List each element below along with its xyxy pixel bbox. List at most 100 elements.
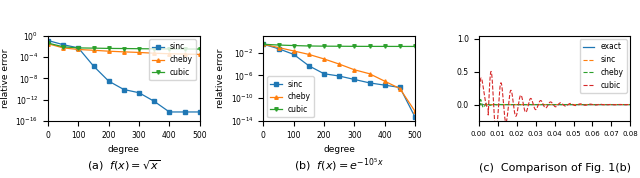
sinc: [60, 44, 67, 46]
cubic: [135, 48, 143, 50]
Legend: sinc, cheby, cubic: sinc, cheby, cubic: [267, 77, 314, 117]
cubic: [44, 42, 52, 44]
cheby: [275, 46, 282, 49]
cubic: [275, 44, 282, 46]
Legend: sinc, cheby, cubic: sinc, cheby, cubic: [149, 39, 196, 80]
sinc: [166, 111, 173, 113]
Line: cheby: cheby: [262, 43, 417, 113]
cubic: [545, 103, 552, 105]
sinc: [180, 111, 188, 113]
cheby: [44, 43, 52, 45]
cubic: [335, 45, 343, 47]
cheby: [105, 50, 113, 52]
sinc: [483, 104, 490, 106]
exact: [548, 104, 556, 106]
cheby: [396, 88, 404, 90]
cubic: [60, 46, 67, 48]
Text: (c)  Comparison of Fig. 1(b): (c) Comparison of Fig. 1(b): [479, 163, 630, 173]
Line: cheby: cheby: [479, 39, 630, 108]
sinc: [335, 75, 343, 77]
cubic: [120, 48, 127, 50]
cheby: [166, 53, 173, 55]
cheby: [196, 53, 204, 56]
Line: cheby: cheby: [46, 42, 202, 56]
sinc: [381, 84, 388, 86]
cheby: [548, 104, 556, 106]
cheby: [627, 104, 634, 106]
exact: [627, 104, 634, 106]
sinc: [475, 38, 483, 40]
Line: sinc: sinc: [262, 43, 417, 119]
sinc: [320, 73, 328, 75]
cheby: [479, 106, 487, 109]
sinc: [548, 104, 556, 106]
cheby: [90, 49, 97, 51]
cheby: [305, 53, 313, 56]
cubic: [396, 45, 404, 48]
sinc: [275, 48, 282, 50]
cubic: [196, 48, 204, 50]
cheby: [622, 104, 630, 106]
Y-axis label: relative error: relative error: [216, 49, 225, 108]
cubic: [351, 45, 358, 47]
cubic: [105, 47, 113, 49]
cubic: [475, 38, 483, 40]
exact: [595, 104, 602, 106]
Text: (b)  $f(x) = e^{-10^5 x}$: (b) $f(x) = e^{-10^5 x}$: [294, 156, 384, 173]
exact: [483, 104, 490, 106]
cubic: [365, 45, 373, 48]
sinc: [105, 80, 113, 82]
sinc: [365, 82, 373, 84]
Y-axis label: relative error: relative error: [1, 49, 10, 108]
cheby: [60, 47, 67, 49]
sinc: [622, 104, 630, 106]
sinc: [627, 104, 634, 106]
sinc: [396, 86, 404, 88]
sinc: [305, 65, 313, 67]
cubic: [320, 45, 328, 47]
cubic: [381, 45, 388, 48]
sinc: [622, 104, 630, 106]
cubic: [483, 104, 490, 107]
Text: (a)  $f(x) = \sqrt{x}$: (a) $f(x) = \sqrt{x}$: [87, 158, 161, 173]
sinc: [150, 100, 158, 102]
Legend: exact, sinc, cheby, cubic: exact, sinc, cheby, cubic: [580, 39, 627, 93]
cubic: [74, 47, 82, 49]
cheby: [381, 80, 388, 82]
sinc: [135, 92, 143, 94]
exact: [545, 104, 552, 106]
cheby: [622, 104, 630, 106]
cubic: [180, 48, 188, 50]
cheby: [135, 51, 143, 54]
sinc: [90, 65, 97, 67]
cheby: [335, 63, 343, 65]
cubic: [627, 103, 634, 106]
cheby: [595, 104, 602, 106]
X-axis label: degree: degree: [323, 145, 355, 154]
Line: cubic: cubic: [46, 41, 202, 51]
sinc: [120, 88, 127, 91]
cheby: [180, 53, 188, 55]
cubic: [595, 103, 602, 106]
cubic: [90, 47, 97, 49]
sinc: [545, 104, 552, 106]
cubic: [622, 104, 630, 106]
exact: [622, 104, 630, 106]
cheby: [365, 73, 373, 75]
exact: [475, 38, 483, 40]
Line: cubic: cubic: [479, 39, 630, 132]
cheby: [411, 110, 419, 112]
sinc: [489, 104, 497, 106]
exact: [489, 104, 497, 106]
cubic: [492, 130, 500, 133]
sinc: [196, 111, 204, 113]
cheby: [351, 69, 358, 71]
cubic: [411, 45, 419, 48]
cheby: [290, 50, 298, 52]
cheby: [260, 43, 268, 45]
sinc: [74, 47, 82, 49]
cubic: [150, 48, 158, 50]
sinc: [595, 104, 602, 106]
cheby: [150, 52, 158, 54]
cubic: [548, 103, 556, 105]
